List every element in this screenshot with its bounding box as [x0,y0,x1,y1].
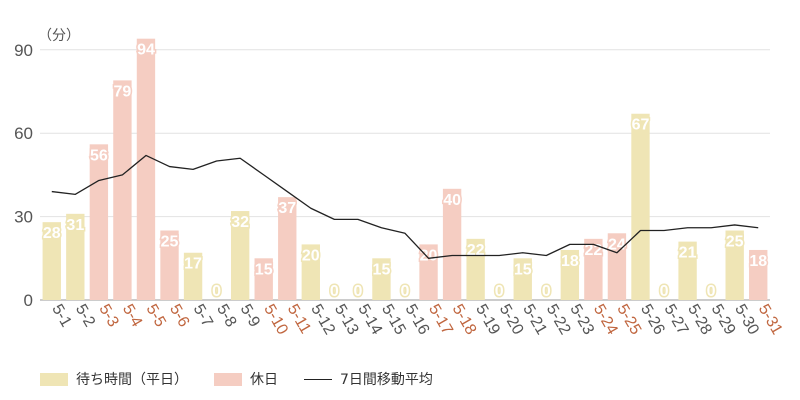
bar-value-label: 28 [43,225,61,242]
x-tick-label: 5-13 [331,302,362,338]
bar-value-label: 25 [161,234,179,251]
x-tick-label: 5-5 [143,302,169,331]
x-tick-label: 5-9 [237,302,263,331]
x-tick-label: 5-21 [519,302,550,338]
legend-moving-average-label: 7日間移動平均 [340,372,433,388]
legend-weekday-swatch [40,372,68,386]
bar [678,241,697,300]
x-tick-label: 5-29 [708,302,739,338]
bar-value-label: 20 [302,247,320,264]
legend-holiday-label: 休日 [250,372,278,388]
bar [42,222,61,300]
x-tick-label: 5-3 [95,302,121,331]
bar [254,258,273,300]
x-tick-label: 5-23 [566,302,597,338]
bar [183,252,203,300]
bar-value-label: 25 [726,234,744,251]
bar-value-label: 15 [514,261,532,278]
legend-moving-average-swatch [304,378,332,380]
bar-value-label: 17 [184,256,202,273]
x-tick-label: 5-25 [613,302,644,338]
x-tick-label: 5-28 [684,302,715,338]
legend-weekday-label: 待ち時間（平日） [76,372,188,388]
x-tick-label: 5-15 [378,302,409,338]
bar-value-label: 40 [443,192,461,209]
bar [584,238,603,300]
bar [560,249,580,300]
y-tick-label: 0 [24,291,33,310]
x-tick-label: 5-19 [472,302,503,338]
x-tick-label: 5-14 [354,302,385,338]
bar-value-label: 0 [330,283,339,300]
bar [278,197,297,300]
bar [230,211,250,300]
x-tick-label: 5-24 [590,302,621,338]
legend-moving-average: 7日間移動平均 [304,369,433,389]
bar [749,249,768,300]
x-tick-label: 5-27 [661,302,692,338]
bar-value-label: 21 [679,245,697,262]
bar-value-label: 79 [114,83,132,100]
bar [466,238,485,300]
x-tick-label: 5-16 [402,302,433,338]
y-tick-label: 90 [14,41,33,60]
bar-value-label: 0 [212,283,221,300]
bar-value-label: 32 [231,214,249,231]
bar-value-label: 18 [749,253,767,270]
bar [513,258,532,300]
x-tick-label: 5-17 [425,302,456,338]
legend-holiday-swatch [214,372,242,386]
bar-value-label: 37 [278,200,296,217]
bar [725,230,744,300]
bar-value-label: 0 [353,283,362,300]
bar-value-label: 15 [255,261,273,278]
bar [113,80,132,300]
bar-value-label: 94 [137,42,155,59]
bar-value-label: 0 [660,283,669,300]
bar [372,258,391,300]
y-unit-label: （分） [38,28,80,44]
x-tick-label: 5-6 [166,302,192,331]
moving-average-line [51,154,759,259]
x-tick-label: 5-12 [307,302,338,338]
x-tick-label: 5-31 [755,302,786,338]
bar [442,188,462,300]
bar [631,113,650,301]
bar-value-label: 0 [707,283,716,300]
x-tick-label: 5-2 [72,302,98,331]
x-tick-label: 5-1 [48,302,74,331]
bar [66,213,85,300]
bar [301,244,320,300]
bar [160,230,179,300]
y-tick-label: 60 [14,124,33,143]
x-tick-label: 5-10 [260,302,291,338]
x-tick-label: 5-30 [731,302,762,338]
bar [89,144,109,300]
bar [607,233,627,300]
x-tick-label: 5-22 [543,302,574,338]
bar [136,38,156,301]
x-tick-label: 5-11 [284,302,314,337]
bar-value-label: 67 [632,117,650,134]
legend-weekday: 待ち時間（平日） [40,369,188,389]
x-tick-label: 5-26 [637,302,668,338]
bar-value-label: 56 [90,147,108,164]
legend-holiday: 休日 [214,369,278,389]
y-tick-label: 30 [14,208,33,227]
bar-value-label: 0 [401,283,410,300]
x-tick-label: 5-7 [190,302,216,331]
bar-value-label: 0 [495,283,504,300]
x-tick-label: 5-8 [213,302,239,331]
x-tick-label: 5-20 [496,302,527,338]
bar-value-label: 22 [467,242,485,259]
bar-value-label: 18 [561,253,579,270]
bar-value-label: 15 [373,261,391,278]
bar-value-label: 0 [542,283,551,300]
legend: 待ち時間（平日） 休日 7日間移動平均 [40,369,433,389]
x-tick-label: 5-4 [119,302,145,331]
bar-value-label: 31 [66,217,84,234]
bar-value-label: 20 [420,247,438,264]
x-tick-label: 5-18 [449,302,480,338]
